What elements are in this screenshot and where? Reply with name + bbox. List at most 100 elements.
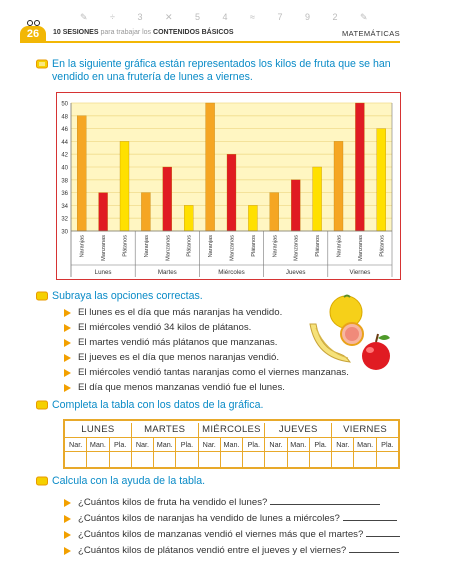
y-tick-label: 40: [61, 166, 68, 172]
table-cell[interactable]: [65, 451, 88, 467]
bar-naranjas: [141, 192, 151, 232]
table-cell[interactable]: [354, 451, 377, 467]
instruction-chart-line2: vendido en una frutería de lunes a viern…: [52, 71, 253, 83]
arrow-icon: [64, 339, 71, 347]
x-day-label: Martes: [158, 269, 177, 276]
table-subheader-cell: Pla.: [176, 437, 199, 451]
table-subheader-cell: Nar.: [332, 437, 355, 451]
table-cell[interactable]: [131, 451, 155, 467]
question-item: ¿Cuántos kilos de naranjas ha vendido de…: [64, 511, 404, 527]
book-title: 10 SESIONES para trabajar los CONTENIDOS…: [53, 29, 234, 36]
y-tick-label: 44: [61, 140, 68, 146]
questions-list: ¿Cuántos kilos de fruta ha vendido el lu…: [64, 495, 404, 559]
grapefruit-icon: [329, 294, 363, 329]
bar-plátanos: [376, 128, 386, 232]
table-cell[interactable]: [376, 451, 398, 467]
table-cell[interactable]: [109, 451, 132, 467]
option-item[interactable]: El día que menos manzanas vendió fue el …: [64, 380, 384, 395]
subject-title: MATEMÁTICAS: [341, 29, 400, 38]
table-subheader-cell: Nar.: [265, 437, 288, 451]
header-band: [0, 30, 452, 42]
y-tick-label: 38: [61, 178, 68, 184]
question-item: ¿Cuántos kilos de fruta ha vendido el lu…: [64, 495, 404, 511]
options-list: El lunes es el día que más naranjas ha v…: [64, 305, 384, 395]
bar-naranjas: [269, 192, 279, 232]
arrow-icon: [64, 499, 71, 507]
arrow-icon: [64, 531, 71, 539]
table-cell[interactable]: [265, 451, 288, 467]
bar-chart: 30 32 34 36 38 40 42 44 46 48 50 Naranjas Manzanas Pl…: [56, 92, 401, 280]
header-rule: [20, 41, 400, 43]
table-cell[interactable]: [243, 451, 266, 467]
answer-blank[interactable]: [348, 543, 399, 553]
decorative-symbols: ✎ ÷ 3 ✕ 5 4 ≈ 7 9 2 ✎ 8 ÷: [80, 12, 380, 22]
option-item[interactable]: El miércoles vendió tantas naranjas como…: [64, 365, 384, 380]
option-text: El día que menos manzanas vendió fue el …: [78, 382, 285, 393]
bar-plátanos: [248, 205, 258, 232]
data-table: LUNES MARTES MIÉRCOLES JUEVES VIERNES Na…: [63, 419, 400, 469]
arrow-icon: [64, 515, 71, 523]
option-item[interactable]: El lunes es el día que más naranjas ha v…: [64, 305, 384, 320]
x-fruit-label: Manzanas: [294, 235, 300, 261]
table-subheader-cell: Man.: [354, 437, 377, 451]
bar-naranjas: [77, 115, 87, 232]
table-cell[interactable]: [87, 451, 110, 467]
table-cell[interactable]: [154, 451, 177, 467]
question-text: ¿Cuántos kilos de naranjas ha vendido de…: [78, 513, 340, 524]
x-fruit-label: Plátanos: [251, 235, 257, 257]
arrow-icon: [64, 309, 71, 317]
table-header-lunes: LUNES: [65, 423, 132, 437]
bar-naranjas: [333, 141, 344, 232]
x-fruit-label: Manzanas: [358, 235, 364, 261]
table-cell[interactable]: [309, 451, 333, 467]
table-header-martes: MARTES: [132, 423, 199, 437]
instruction-calc: Calcula con la ayuda de la tabla.: [36, 475, 206, 488]
x-day-label: Lunes: [95, 269, 112, 276]
bar-naranjas: [205, 102, 215, 232]
arrow-icon: [64, 369, 71, 377]
question-text: ¿Cuántos kilos de manzanas vendió el vie…: [78, 529, 364, 540]
table-cell[interactable]: [332, 451, 355, 467]
y-tick-label: 48: [61, 114, 68, 120]
table-subheader-cell: Nar.: [65, 437, 88, 451]
chart-svg: 30 32 34 36 38 40 42 44 46 48 50 Naranjas Manzanas Pl…: [61, 102, 393, 277]
x-fruit-label: Manzanas: [101, 235, 107, 261]
y-tick-label: 30: [61, 230, 68, 236]
x-day-label: Jueves: [286, 269, 306, 276]
arrow-icon: [64, 547, 71, 555]
answer-blank[interactable]: [270, 495, 380, 505]
option-item[interactable]: El martes vendió más plátanos que manzan…: [64, 335, 384, 350]
bar-plátanos: [119, 141, 130, 232]
bar-manzanas: [226, 154, 237, 232]
option-text: El miércoles vendió 34 kilos de plátanos…: [78, 322, 252, 333]
table-cell[interactable]: [220, 451, 244, 467]
table-subheader-cell: Nar.: [198, 437, 221, 451]
table-header-miercoles: MIÉRCOLES: [199, 423, 266, 437]
x-day-label: Miércoles: [218, 269, 244, 276]
answer-blank[interactable]: [342, 511, 397, 521]
x-fruit-label: Plátanos: [379, 235, 385, 257]
answer-blank[interactable]: [365, 527, 400, 537]
option-text: El lunes es el día que más naranjas ha v…: [78, 307, 283, 318]
y-tick-label: 36: [61, 191, 68, 197]
table-header-row: LUNES MARTES MIÉRCOLES JUEVES VIERNES: [65, 423, 398, 437]
instruction-underline: Subraya las opciones correctas.: [36, 290, 203, 303]
option-item[interactable]: El jueves es el día que menos naranjas v…: [64, 350, 384, 365]
instruction-chart-line1: En la siguiente gráfica están representa…: [52, 58, 391, 70]
table-subheader-cell: Man.: [287, 437, 310, 451]
bar-plátanos: [312, 166, 322, 232]
bar-manzanas: [162, 166, 172, 232]
table-cell[interactable]: [176, 451, 199, 467]
pencil-icon: [36, 59, 48, 69]
table-row: [65, 451, 398, 467]
table-cell[interactable]: [198, 451, 221, 467]
table-subheader-cell: Pla.: [243, 437, 266, 451]
x-fruit-label: Naranjas: [208, 235, 214, 258]
option-item[interactable]: El miércoles vendió 34 kilos de plátanos…: [64, 320, 384, 335]
x-day-label: Viernes: [349, 269, 370, 276]
x-fruit-label: Naranjas: [337, 235, 343, 258]
table-subheader-row: Nar. Man. Pla. Nar. Man. Pla. Nar. Man. Pla. Nar.…: [65, 437, 398, 451]
instruction-calc-text: Calcula con la ayuda de la tabla.: [52, 475, 206, 487]
table-subheader-cell: Man.: [220, 437, 244, 451]
table-cell[interactable]: [287, 451, 310, 467]
